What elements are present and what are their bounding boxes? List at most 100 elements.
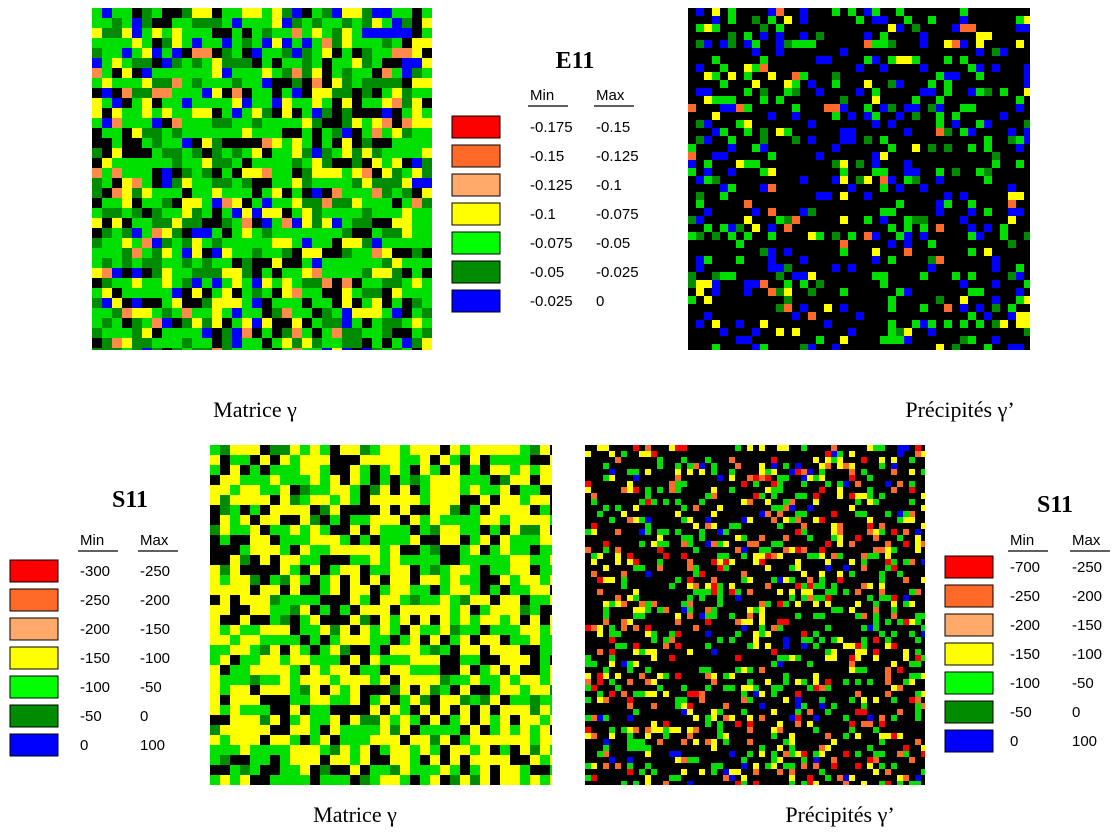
legend-min: -0.025 [530, 293, 573, 310]
map-cell [801, 703, 807, 709]
map-cell [282, 88, 292, 98]
map-cell [837, 457, 843, 463]
map-cell [372, 98, 382, 108]
map-cell [192, 78, 202, 88]
map-cell [759, 625, 765, 631]
map-cell [704, 280, 712, 288]
map-cell [550, 555, 552, 565]
map-cell [262, 88, 272, 98]
map-cell [320, 735, 330, 745]
map-cell [897, 709, 903, 715]
map-cell [540, 725, 550, 735]
map-cell [230, 735, 240, 745]
map-cell [960, 56, 968, 64]
map-cell [352, 18, 362, 28]
map-cell [172, 208, 182, 218]
map-cell [741, 547, 747, 553]
map-cell [362, 48, 372, 58]
map-cell [651, 769, 657, 775]
map-cell [747, 475, 753, 481]
map-cell [741, 517, 747, 523]
map-cell [460, 485, 470, 495]
map-cell [777, 445, 783, 451]
map-cell [795, 529, 801, 535]
map-cell [832, 160, 840, 168]
map-cell [888, 144, 896, 152]
map-cell [412, 218, 422, 228]
map-cell [657, 685, 663, 691]
map-cell [202, 348, 212, 350]
map-cell [585, 547, 591, 553]
map-cell [152, 118, 162, 128]
map-cell [520, 565, 530, 575]
map-cell [540, 675, 550, 685]
map-cell [849, 775, 855, 781]
map-cell [540, 775, 550, 785]
map-cell [530, 675, 540, 685]
map-cell [162, 238, 172, 248]
map-cell [813, 553, 819, 559]
map-cell [280, 475, 290, 485]
map-cell [250, 525, 260, 535]
map-cell [302, 58, 312, 68]
map-cell [112, 168, 122, 178]
map-cell [250, 655, 260, 665]
map-cell [891, 595, 897, 601]
map-cell [240, 585, 250, 595]
map-cell [633, 709, 639, 715]
map-cell [903, 517, 909, 523]
map-cell [520, 445, 530, 455]
map-cell [717, 583, 723, 589]
map-cell [212, 178, 222, 188]
map-cell [783, 619, 789, 625]
map-cell [362, 28, 372, 38]
map-cell [132, 188, 142, 198]
legend-max: -100 [140, 650, 170, 667]
map-cell [332, 218, 342, 228]
map-cell [741, 553, 747, 559]
map-cell [252, 278, 262, 288]
map-cell [861, 565, 867, 571]
map-cell [450, 585, 460, 595]
map-cell [621, 781, 627, 785]
map-cell [992, 64, 1000, 72]
legend-min: -250 [1010, 588, 1040, 605]
map-cell [711, 541, 717, 547]
map-cell [310, 685, 320, 695]
map-cell [112, 318, 122, 328]
map-cell [784, 288, 792, 296]
map-cell [290, 695, 300, 705]
map-cell [430, 505, 440, 515]
map-cell [752, 160, 760, 168]
map-cell [222, 68, 232, 78]
map-cell [717, 637, 723, 643]
map-cell [340, 495, 350, 505]
map-cell [232, 118, 242, 128]
map-cell [342, 8, 352, 18]
map-cell [312, 298, 322, 308]
map-cell [585, 625, 591, 631]
map-cell [855, 535, 861, 541]
map-cell [362, 128, 372, 138]
map-cell [669, 583, 675, 589]
map-cell [915, 715, 921, 721]
map-cell [984, 176, 992, 184]
map-cell [220, 535, 230, 545]
map-cell [270, 665, 280, 675]
map-cell [657, 559, 663, 565]
map-cell [669, 481, 675, 487]
map-cell [530, 695, 540, 705]
map-cell [696, 8, 704, 16]
map-cell [840, 168, 848, 176]
map-cell [903, 529, 909, 535]
map-cell [675, 697, 681, 703]
map-cell [585, 661, 591, 667]
map-cell [202, 318, 212, 328]
map-cell [795, 469, 801, 475]
map-cell [270, 635, 280, 645]
map-cell [597, 445, 603, 451]
map-cell [360, 555, 370, 565]
map-cell [430, 645, 440, 655]
map-cell [696, 88, 704, 96]
map-cell [362, 288, 372, 298]
